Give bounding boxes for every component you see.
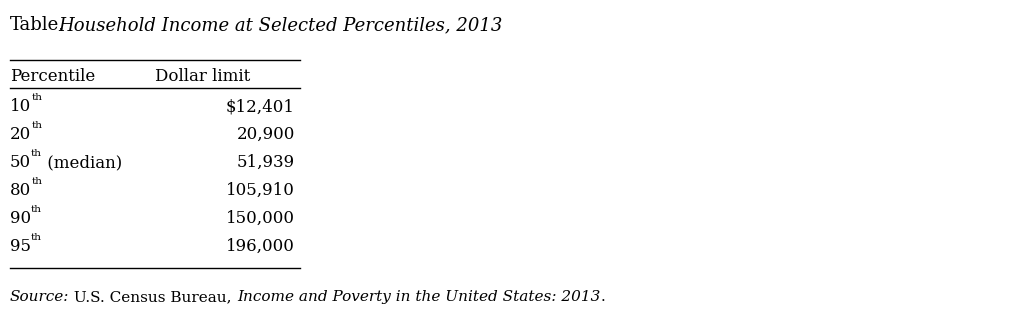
Text: th: th — [31, 205, 42, 214]
Text: th: th — [32, 93, 42, 102]
Text: th: th — [32, 177, 42, 186]
Text: 150,000: 150,000 — [226, 210, 295, 227]
Text: th: th — [31, 149, 42, 158]
Text: th: th — [32, 121, 42, 130]
Text: 10: 10 — [10, 98, 32, 115]
Text: (median): (median) — [42, 154, 123, 171]
Text: 196,000: 196,000 — [226, 238, 295, 255]
Text: Source:: Source: — [10, 290, 70, 304]
Text: U.S. Census Bureau,: U.S. Census Bureau, — [70, 290, 237, 304]
Text: 95: 95 — [10, 238, 31, 255]
Text: th: th — [31, 233, 42, 242]
Text: 90: 90 — [10, 210, 31, 227]
Text: 20: 20 — [10, 126, 32, 143]
Text: 20,900: 20,900 — [237, 126, 295, 143]
Text: Table.: Table. — [10, 16, 66, 34]
Text: Dollar limit: Dollar limit — [155, 68, 250, 85]
Text: Percentile: Percentile — [10, 68, 95, 85]
Text: 50: 50 — [10, 154, 31, 171]
Text: Household Income at Selected Percentiles, 2013: Household Income at Selected Percentiles… — [58, 16, 503, 34]
Text: Income and Poverty in the United States: 2013: Income and Poverty in the United States:… — [237, 290, 600, 304]
Text: $12,401: $12,401 — [226, 98, 295, 115]
Text: 51,939: 51,939 — [237, 154, 295, 171]
Text: 105,910: 105,910 — [226, 182, 295, 199]
Text: 80: 80 — [10, 182, 32, 199]
Text: .: . — [600, 290, 605, 304]
